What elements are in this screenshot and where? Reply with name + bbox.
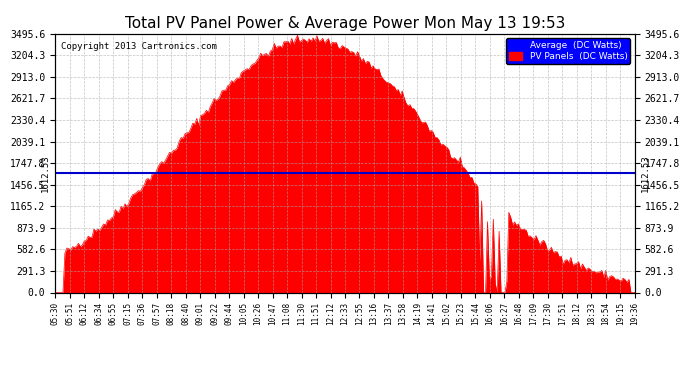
Text: 1612.53: 1612.53	[41, 154, 50, 192]
Text: 1612.53: 1612.53	[640, 154, 649, 192]
Title: Total PV Panel Power & Average Power Mon May 13 19:53: Total PV Panel Power & Average Power Mon…	[125, 16, 565, 31]
Text: Copyright 2013 Cartronics.com: Copyright 2013 Cartronics.com	[61, 42, 217, 51]
Legend: Average  (DC Watts), PV Panels  (DC Watts): Average (DC Watts), PV Panels (DC Watts)	[506, 38, 630, 64]
